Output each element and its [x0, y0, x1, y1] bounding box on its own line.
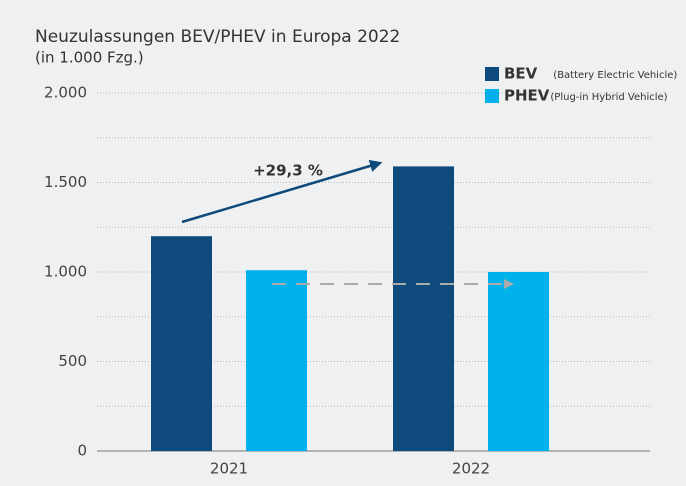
y-tick-label: 2.000: [44, 84, 87, 102]
y-tick-label: 1.000: [44, 263, 87, 281]
legend-label: PHEV: [504, 87, 550, 105]
bar: [488, 272, 549, 451]
x-tick-label: 2022: [452, 460, 490, 478]
legend-description: (Plug-in Hybrid Vehicle): [550, 92, 667, 103]
annotation: +29,3 %: [253, 162, 323, 180]
y-tick-label: 0: [77, 442, 87, 460]
y-tick-label: 1.500: [44, 173, 87, 191]
legend-swatch: [485, 89, 499, 103]
bar: [393, 166, 454, 451]
legend-label: BEV: [504, 65, 538, 83]
legend-description: (Battery Electric Vehicle): [553, 70, 677, 81]
chart-title: Neuzulassungen BEV/PHEV in Europa 2022: [35, 27, 400, 47]
bar: [151, 236, 212, 451]
y-tick-label: 500: [58, 352, 87, 370]
bar: [246, 270, 307, 451]
legend-swatch: [485, 67, 499, 81]
chart-subtitle: (in 1.000 Fzg.): [35, 49, 144, 67]
x-tick-label: 2021: [210, 460, 248, 478]
growth-arrow: [181, 159, 383, 224]
